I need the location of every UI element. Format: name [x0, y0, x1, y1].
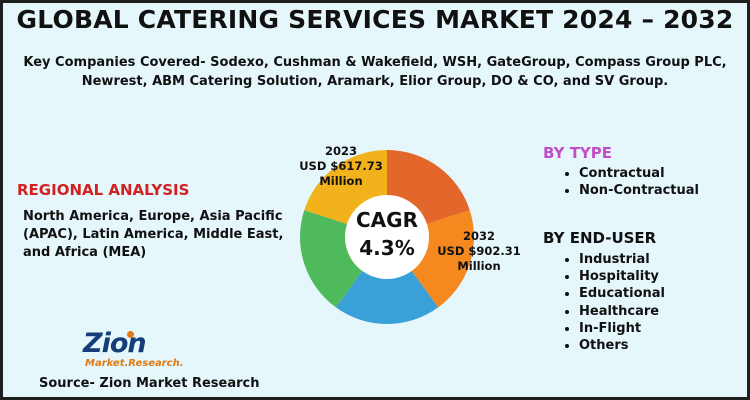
list-item: Others — [579, 337, 665, 354]
list-item: Contractual — [579, 165, 699, 182]
annotation-2032-year: 2032 — [463, 229, 495, 243]
by-type-title: BY TYPE — [543, 144, 613, 162]
list-item: Industrial — [579, 251, 665, 268]
zion-logo: Zion Market.Research. — [83, 328, 184, 373]
list-item: In-Flight — [579, 320, 665, 337]
donut-hole — [345, 195, 429, 279]
annotation-2023-unit: Million — [319, 174, 362, 188]
list-item: Non-Contractual — [579, 182, 699, 199]
annotation-2032-value: USD $902.31 — [437, 244, 521, 258]
donut-slice-3 — [335, 237, 439, 324]
by-end-user-list: Industrial Hospitality Educational Healt… — [543, 251, 665, 354]
donut-chart: CAGR 4.3% 2023 USD $617.73 Million 2032 … — [299, 144, 521, 324]
logo-main-text: Zion — [83, 328, 147, 359]
page-title: GLOBAL CATERING SERVICES MARKET 2024 – 2… — [16, 5, 734, 34]
cagr-value: 4.3% — [359, 236, 414, 260]
logo-dot-icon — [127, 331, 134, 338]
logo-sub-text: Market.Research. — [85, 358, 184, 369]
by-type-list: Contractual Non-Contractual — [543, 165, 699, 199]
list-item: Educational — [579, 285, 665, 302]
cagr-label: CAGR — [356, 208, 418, 232]
list-item: Hospitality — [579, 268, 665, 285]
annotation-2023-value: USD $617.73 — [299, 159, 383, 173]
by-end-user-title: BY END-USER — [543, 229, 657, 247]
list-item: Healthcare — [579, 303, 665, 320]
regional-analysis-title: REGIONAL ANALYSIS — [17, 181, 190, 199]
regional-analysis-text: North America, Europe, Asia Pacific (APA… — [23, 209, 284, 260]
key-companies: Key Companies Covered- Sodexo, Cushman &… — [23, 55, 727, 89]
annotation-2023-year: 2023 — [325, 144, 357, 158]
source-note: Source- Zion Market Research — [39, 376, 260, 391]
annotation-2032-unit: Million — [457, 259, 500, 273]
